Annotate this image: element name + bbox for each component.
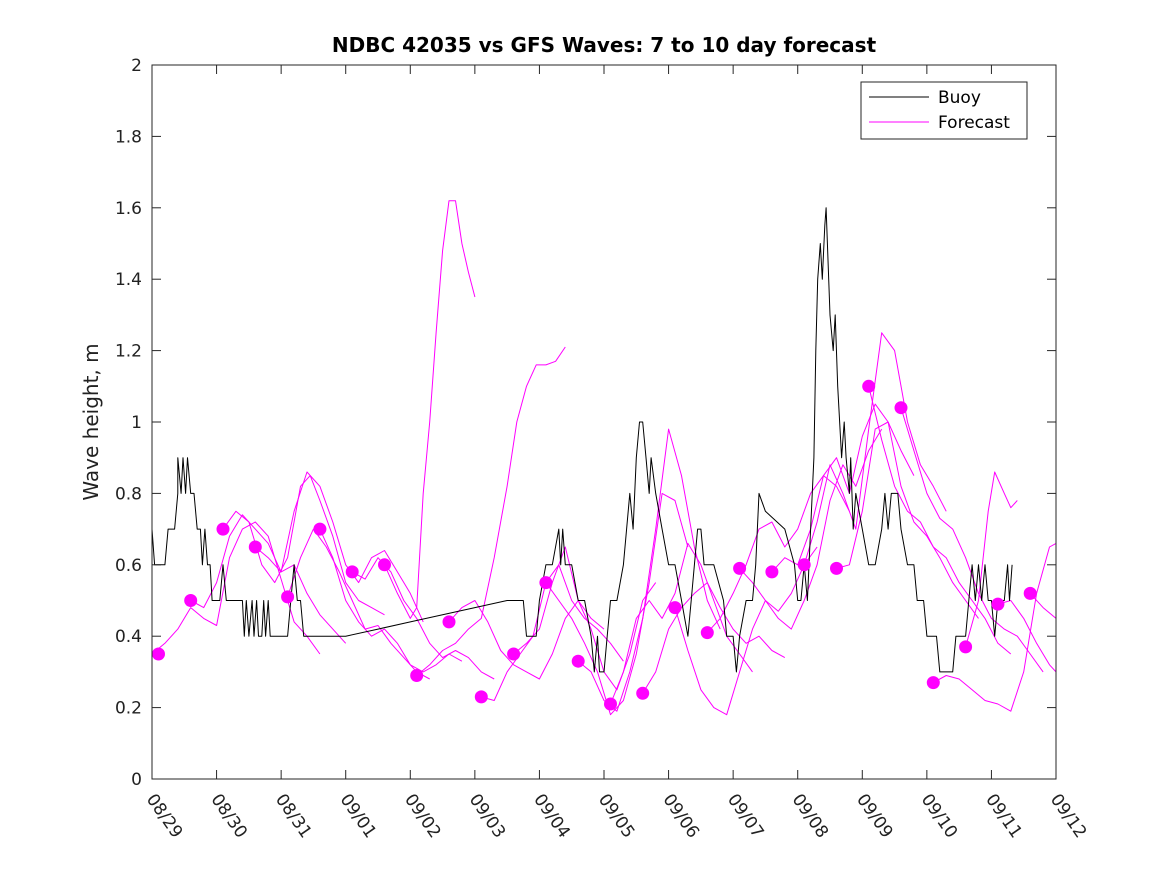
- series-lines: [151, 200, 1057, 716]
- forecast-series-line: [965, 471, 1018, 648]
- forecast-series-line: [481, 564, 624, 701]
- forecast-marker: [926, 676, 940, 690]
- y-tick-label: 0: [131, 770, 142, 790]
- forecast-marker: [313, 522, 327, 536]
- forecast-series-line: [610, 542, 753, 705]
- forecast-series-line: [674, 546, 818, 716]
- forecast-marker: [700, 626, 714, 640]
- y-tick-label: 0.4: [115, 627, 142, 647]
- chart-title: NDBC 42035 vs GFS Waves: 7 to 10 day for…: [332, 33, 877, 57]
- forecast-markers: [152, 379, 1037, 711]
- forecast-series-line: [900, 407, 1044, 673]
- forecast-series-line: [545, 492, 689, 716]
- forecast-marker: [636, 686, 650, 700]
- legend-box: [860, 81, 1028, 140]
- legend-label-buoy: Buoy: [938, 88, 981, 108]
- forecast-marker: [539, 576, 553, 590]
- forecast-marker: [345, 565, 359, 579]
- y-tick-label: 2: [131, 56, 142, 76]
- y-tick-label: 1.2: [115, 342, 142, 362]
- forecast-marker: [571, 654, 585, 668]
- forecast-marker: [507, 647, 521, 661]
- y-axis-label: Wave height, m: [79, 343, 103, 500]
- forecast-marker: [959, 640, 973, 654]
- forecast-marker: [442, 615, 456, 629]
- forecast-marker: [733, 561, 747, 575]
- forecast-series-line: [803, 332, 947, 565]
- y-tick-label: 1.6: [115, 199, 142, 219]
- forecast-marker: [474, 690, 488, 704]
- y-tick-label: 0.6: [115, 556, 142, 576]
- y-tick-label: 1.8: [115, 127, 142, 147]
- forecast-marker: [765, 565, 779, 579]
- forecast-marker: [281, 590, 295, 604]
- legend: Buoy Forecast: [860, 81, 1028, 140]
- forecast-marker: [216, 522, 230, 536]
- forecast-series-line: [868, 386, 1012, 655]
- forecast-series-line: [577, 428, 721, 712]
- forecast-series-line: [416, 346, 566, 676]
- forecast-series-line: [287, 528, 430, 680]
- forecast-marker: [1023, 586, 1037, 600]
- forecast-marker: [604, 697, 617, 711]
- forecast-marker: [378, 558, 391, 572]
- forecast-series-line: [771, 403, 915, 573]
- forecast-series-line: [513, 546, 657, 691]
- forecast-marker: [668, 601, 682, 615]
- y-tick-label: 1.4: [115, 270, 142, 290]
- forecast-marker: [894, 401, 908, 415]
- forecast-series-line: [933, 542, 1057, 712]
- forecast-series-line: [319, 528, 463, 673]
- y-tick-label: 0.2: [115, 699, 142, 719]
- forecast-series-line: [706, 475, 850, 633]
- forecast-marker: [184, 594, 198, 607]
- y-tick-label: 0.8: [115, 484, 142, 504]
- forecast-marker: [152, 647, 165, 661]
- forecast-marker: [410, 669, 424, 682]
- forecast-series-line: [384, 200, 476, 619]
- forecast-series-line: [190, 514, 347, 644]
- forecast-marker: [797, 558, 811, 572]
- forecast-series-line: [151, 521, 321, 655]
- forecast-marker: [248, 540, 262, 554]
- forecast-series-line: [351, 557, 495, 680]
- forecast-marker: [862, 379, 876, 393]
- forecast-series-line: [836, 421, 979, 619]
- forecast-series-line: [739, 428, 883, 630]
- buoy-series-line: [151, 207, 1013, 673]
- y-tick-label: 1: [131, 413, 142, 433]
- legend-label-forecast: Forecast: [938, 113, 1010, 133]
- forecast-marker: [830, 561, 843, 575]
- forecast-series-line: [642, 582, 786, 694]
- forecast-series-line: [254, 471, 424, 623]
- forecast-series-line: [997, 600, 1057, 673]
- forecast-series-line: [222, 475, 385, 616]
- forecast-marker: [991, 597, 1005, 611]
